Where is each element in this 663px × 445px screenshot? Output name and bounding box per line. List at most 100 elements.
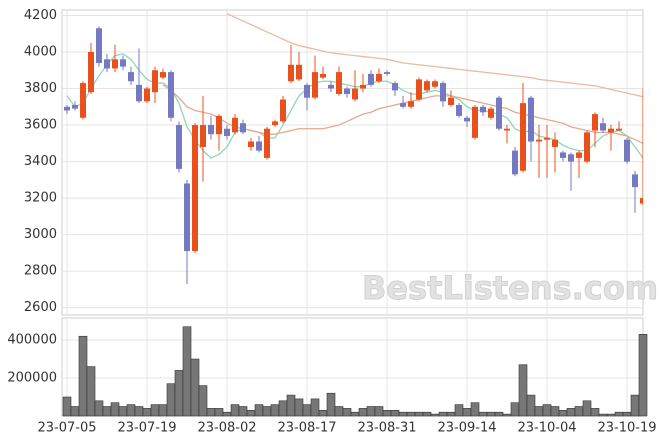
candle-body — [472, 106, 478, 138]
candle-body — [264, 128, 270, 158]
candle-body — [112, 59, 118, 69]
volume-bar — [446, 411, 456, 417]
candle-body — [344, 88, 350, 95]
candle-body — [208, 125, 214, 135]
candle-body — [448, 97, 454, 105]
volume-bar — [262, 406, 272, 417]
candle-body — [616, 128, 622, 131]
candle-body — [440, 83, 446, 102]
candle-body — [136, 84, 142, 102]
candle-body — [216, 115, 222, 135]
volume-bar — [430, 413, 440, 417]
candle-body — [424, 81, 430, 91]
volume-bar — [318, 410, 328, 417]
volume-bar — [486, 411, 496, 417]
candle-body — [544, 137, 550, 140]
volume-bar — [398, 411, 408, 417]
volume-bar — [518, 364, 528, 417]
candle-body — [336, 72, 342, 95]
volume-bar — [382, 410, 392, 417]
candle-body — [120, 59, 126, 67]
candle-body — [144, 88, 150, 102]
price-panel — [61, 9, 644, 316]
candle-body — [240, 123, 246, 133]
y-tick-label: 400000 — [7, 333, 57, 348]
volume-bar — [166, 383, 176, 417]
volume-bar — [350, 411, 360, 417]
volume-bar — [390, 410, 400, 417]
candle-body — [384, 72, 390, 74]
volume-bar — [438, 411, 448, 417]
candle-body — [128, 72, 134, 82]
y-tick-label: 3000 — [24, 227, 57, 242]
volume-bar — [254, 404, 264, 417]
volume-bar — [230, 404, 240, 417]
y-tick-label: 2600 — [24, 300, 57, 315]
candle-body — [360, 84, 366, 89]
candle-body — [280, 99, 286, 122]
candle-body — [640, 198, 643, 204]
candle-body — [632, 174, 638, 188]
candle-body — [408, 101, 414, 107]
x-tick-label: 23-09-14 — [437, 421, 496, 436]
candle-body — [512, 150, 518, 175]
volume-bar — [62, 396, 72, 417]
volume-bar — [302, 404, 312, 417]
volume-bar — [214, 408, 224, 417]
volume-bar — [110, 402, 120, 417]
candle-body — [536, 139, 542, 142]
volume-bar — [206, 408, 216, 417]
y-tick-label: 3600 — [24, 118, 57, 133]
volume-bar — [102, 406, 112, 417]
volume-bar — [542, 404, 552, 417]
volume-bar — [470, 402, 480, 417]
candle-body — [176, 125, 182, 169]
volume-bar — [614, 411, 624, 417]
candle-body — [576, 152, 582, 158]
volume-bar — [118, 406, 128, 417]
candle-body — [432, 81, 438, 87]
candle-body — [400, 103, 406, 107]
volume-bar — [462, 408, 472, 417]
candle-body — [64, 106, 70, 111]
volume-bar — [326, 392, 336, 417]
candle-body — [552, 139, 558, 147]
candle-body — [488, 108, 494, 118]
x-tick-label: 23-07-05 — [37, 421, 96, 436]
candle-body — [96, 28, 102, 63]
moving-average — [226, 13, 643, 98]
candle-body — [104, 59, 110, 69]
candle-body — [152, 70, 158, 93]
candle-body — [224, 128, 230, 137]
volume-bar — [494, 411, 504, 417]
candle-body — [80, 83, 86, 118]
volume-bar — [70, 406, 80, 417]
volume-bar — [174, 370, 184, 417]
candle-body — [608, 128, 614, 133]
volume-bar — [590, 408, 600, 417]
x-tick-label: 23-10-19 — [597, 421, 656, 436]
volume-bar — [342, 408, 352, 417]
candle-body — [184, 183, 190, 252]
volume-bar — [374, 406, 384, 417]
candle-body — [568, 154, 574, 162]
volume-bar — [582, 400, 592, 417]
y-tick-label: 4200 — [24, 8, 57, 23]
candle-body — [496, 97, 502, 129]
x-tick-label: 23-07-19 — [117, 421, 176, 436]
candle-body — [416, 79, 422, 100]
candle-body — [624, 139, 630, 162]
x-tick-label: 23-08-02 — [197, 421, 256, 436]
volume-bar — [222, 411, 232, 417]
volume-bar — [534, 406, 544, 417]
volume-bar — [294, 398, 304, 417]
volume-bar — [134, 406, 144, 417]
candle-body — [376, 73, 382, 82]
candle-body — [88, 52, 94, 93]
volume-bar — [182, 326, 192, 417]
volume-bar — [598, 413, 608, 417]
candle-body — [528, 97, 534, 142]
candle-body — [584, 132, 590, 162]
volume-bar — [78, 335, 88, 417]
volume-bar — [454, 404, 464, 417]
